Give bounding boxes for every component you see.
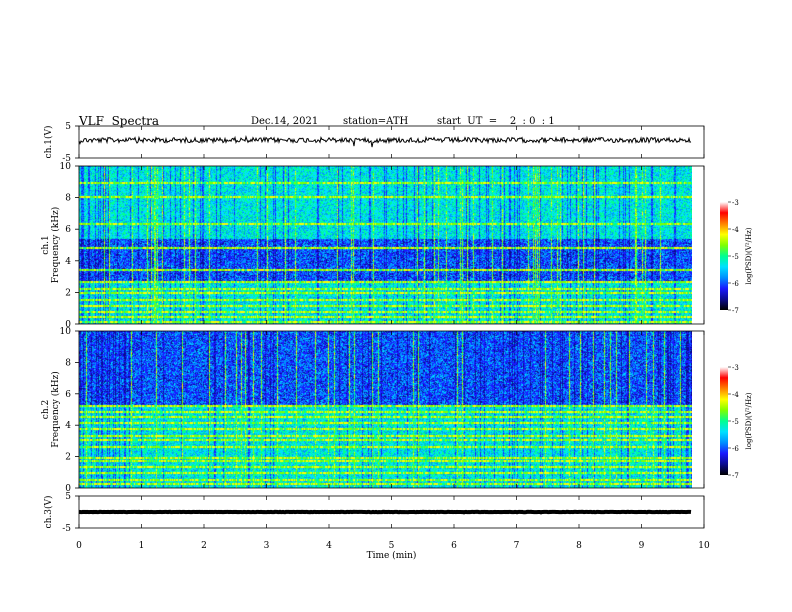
y-axis-label: Frequency (kHz) — [50, 371, 61, 448]
x-tick-label: 9 — [639, 541, 645, 551]
colorbar-tick-label: -4 — [732, 226, 739, 234]
colorbar-label: log(PSD)(V²/Hz) — [745, 227, 753, 284]
chart-title: VLF Spectra — [79, 114, 160, 128]
colorbar-tick-label: -4 — [732, 391, 739, 399]
date-label: Dec.14, 2021 — [251, 116, 319, 127]
colorbar-tick-label: -7 — [732, 307, 739, 315]
y-axis-channel-label: ch.2 — [41, 400, 51, 419]
x-tick-label: 8 — [576, 541, 582, 551]
x-tick-label: 10 — [698, 541, 710, 551]
y-tick-label: 0 — [65, 484, 71, 494]
y-tick-label: 2 — [65, 288, 71, 298]
colorbar-tick-label: -5 — [732, 253, 739, 261]
x-tick-label: 7 — [514, 541, 520, 551]
y-tick-label: 6 — [65, 225, 71, 235]
x-axis-label: Time (min) — [367, 550, 417, 561]
start-time-label: start UT = 2 : 0 : 1 — [437, 116, 555, 127]
colorbar — [720, 367, 728, 475]
x-tick-label: 4 — [326, 541, 332, 551]
station-label: station=ATH — [343, 116, 409, 127]
y-tick-label: 8 — [65, 358, 71, 368]
panel-frame — [78, 125, 705, 159]
panel-2 — [75, 165, 731, 325]
x-tick-label: 0 — [76, 541, 82, 551]
panel-1 — [75, 125, 705, 159]
panel-4 — [75, 495, 705, 529]
colorbar — [720, 202, 728, 310]
spectrogram-image — [79, 166, 692, 324]
y-tick-label: 5 — [65, 122, 71, 132]
colorbar-tick-label: -5 — [732, 418, 739, 426]
x-tick-label: 6 — [451, 541, 457, 551]
y-tick-label: 4 — [65, 421, 71, 431]
x-tick-label: 1 — [139, 541, 145, 551]
spectrogram-image — [79, 331, 692, 488]
y-tick-label: 10 — [60, 327, 72, 337]
y-tick-label: 10 — [60, 162, 72, 172]
colorbar-tick-label: -3 — [732, 199, 739, 207]
y-axis-label: ch.3(V) — [43, 496, 54, 529]
x-tick-label: 3 — [264, 541, 270, 551]
colorbar-tick-label: -3 — [732, 364, 739, 372]
y-tick-label: 4 — [65, 257, 71, 267]
colorbar-tick-label: -6 — [732, 280, 739, 288]
y-axis-channel-label: ch.1 — [41, 235, 51, 254]
y-axis-label: Frequency (kHz) — [50, 207, 61, 284]
y-tick-label: 8 — [65, 194, 71, 204]
colorbar-tick-label: -6 — [732, 445, 739, 453]
colorbar-label: log(PSD)(V²/Hz) — [745, 392, 753, 449]
panel-3 — [75, 330, 731, 489]
waveform-trace — [78, 134, 692, 148]
x-tick-label: 2 — [201, 541, 207, 551]
x-tick-label: 5 — [389, 541, 395, 551]
y-tick-label: 6 — [65, 390, 71, 400]
y-tick-label: 0 — [65, 320, 71, 330]
y-axis-label: ch.1(V) — [43, 126, 54, 159]
waveform-trace — [78, 509, 692, 515]
y-tick-label: -5 — [62, 154, 71, 164]
colorbar-tick-label: -7 — [732, 472, 739, 480]
y-tick-label: 5 — [65, 492, 71, 502]
y-tick-label: -5 — [62, 524, 71, 534]
y-tick-label: 2 — [65, 453, 71, 463]
